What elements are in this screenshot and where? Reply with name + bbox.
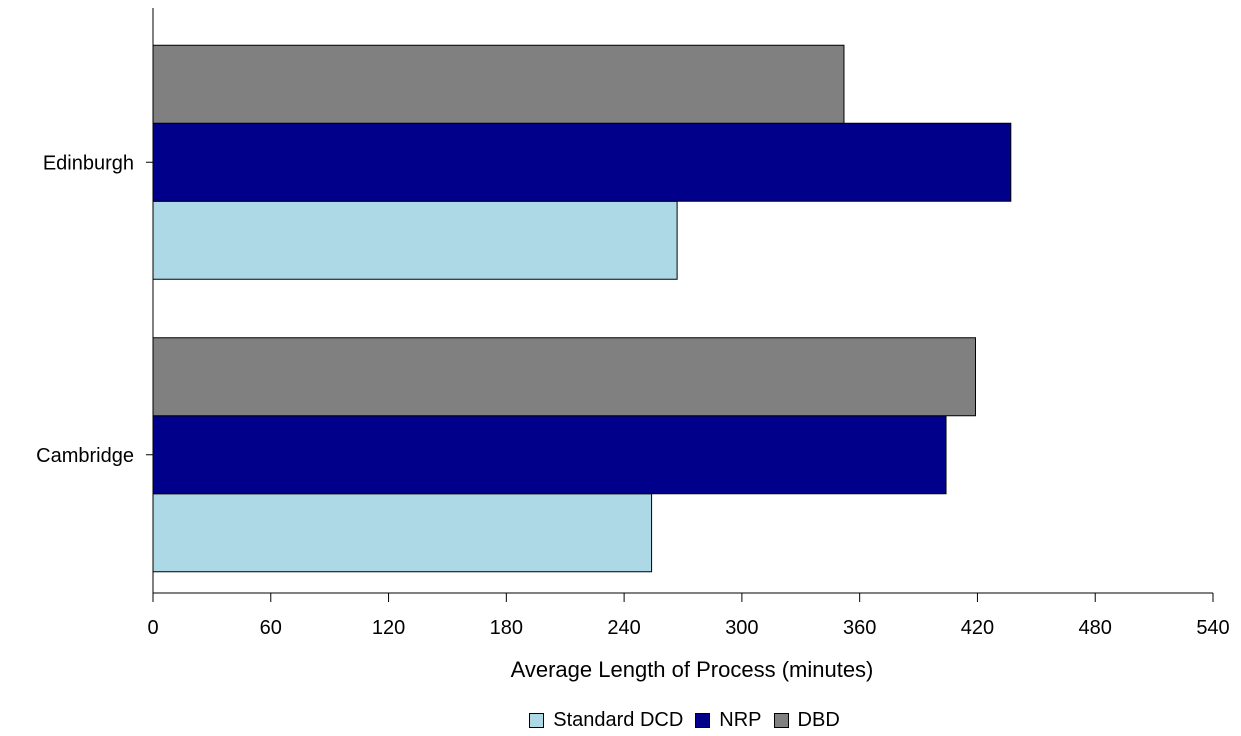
legend: Standard DCD NRP DBD	[0, 706, 1241, 734]
bar-edinburgh-standard-dcd	[152, 200, 678, 280]
legend-label: NRP	[719, 708, 762, 731]
bars-group	[152, 44, 1012, 573]
bar-edinburgh-dbd	[152, 44, 845, 124]
y-tick-label-edinburgh: Edinburgh	[43, 152, 134, 174]
x-axis-title: Average Length of Process (minutes)	[511, 657, 874, 682]
legend-swatch	[529, 712, 545, 728]
legend-items: Standard DCD NRP DBD	[529, 709, 852, 732]
x-tick-label-180: 180	[490, 617, 523, 639]
legend-swatch	[773, 712, 789, 728]
legend-swatch	[695, 712, 711, 728]
y-axis-categories: Edinburgh Cambridge	[36, 152, 153, 467]
bar-cambridge-dbd	[152, 337, 976, 417]
legend-item-nrp: NRP	[695, 708, 762, 732]
x-tick-label-420: 420	[961, 617, 994, 639]
x-tick-label-300: 300	[725, 617, 758, 639]
x-tick-label-60: 60	[260, 617, 282, 639]
legend-item-dbd: DBD	[773, 708, 840, 732]
x-tick-label-540: 540	[1196, 617, 1229, 639]
x-tick-label-240: 240	[607, 617, 640, 639]
x-axis-ticks: 0 60 120 180 240 300 360 420 480 540	[147, 593, 1230, 639]
x-tick-label-360: 360	[843, 617, 876, 639]
bar-cambridge-standard-dcd	[152, 493, 653, 573]
y-tick-label-cambridge: Cambridge	[36, 445, 134, 467]
bar-edinburgh-nrp	[152, 122, 1012, 202]
legend-label: DBD	[797, 708, 840, 731]
x-tick-label-0: 0	[147, 617, 158, 639]
x-tick-label-120: 120	[372, 617, 405, 639]
legend-label: Standard DCD	[553, 708, 684, 731]
bar-cambridge-nrp	[152, 415, 947, 495]
legend-item-standard-dcd: Standard DCD	[529, 709, 683, 732]
x-tick-label-480: 480	[1079, 617, 1112, 639]
